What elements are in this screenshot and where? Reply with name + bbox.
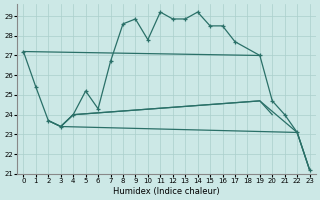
- X-axis label: Humidex (Indice chaleur): Humidex (Indice chaleur): [113, 187, 220, 196]
